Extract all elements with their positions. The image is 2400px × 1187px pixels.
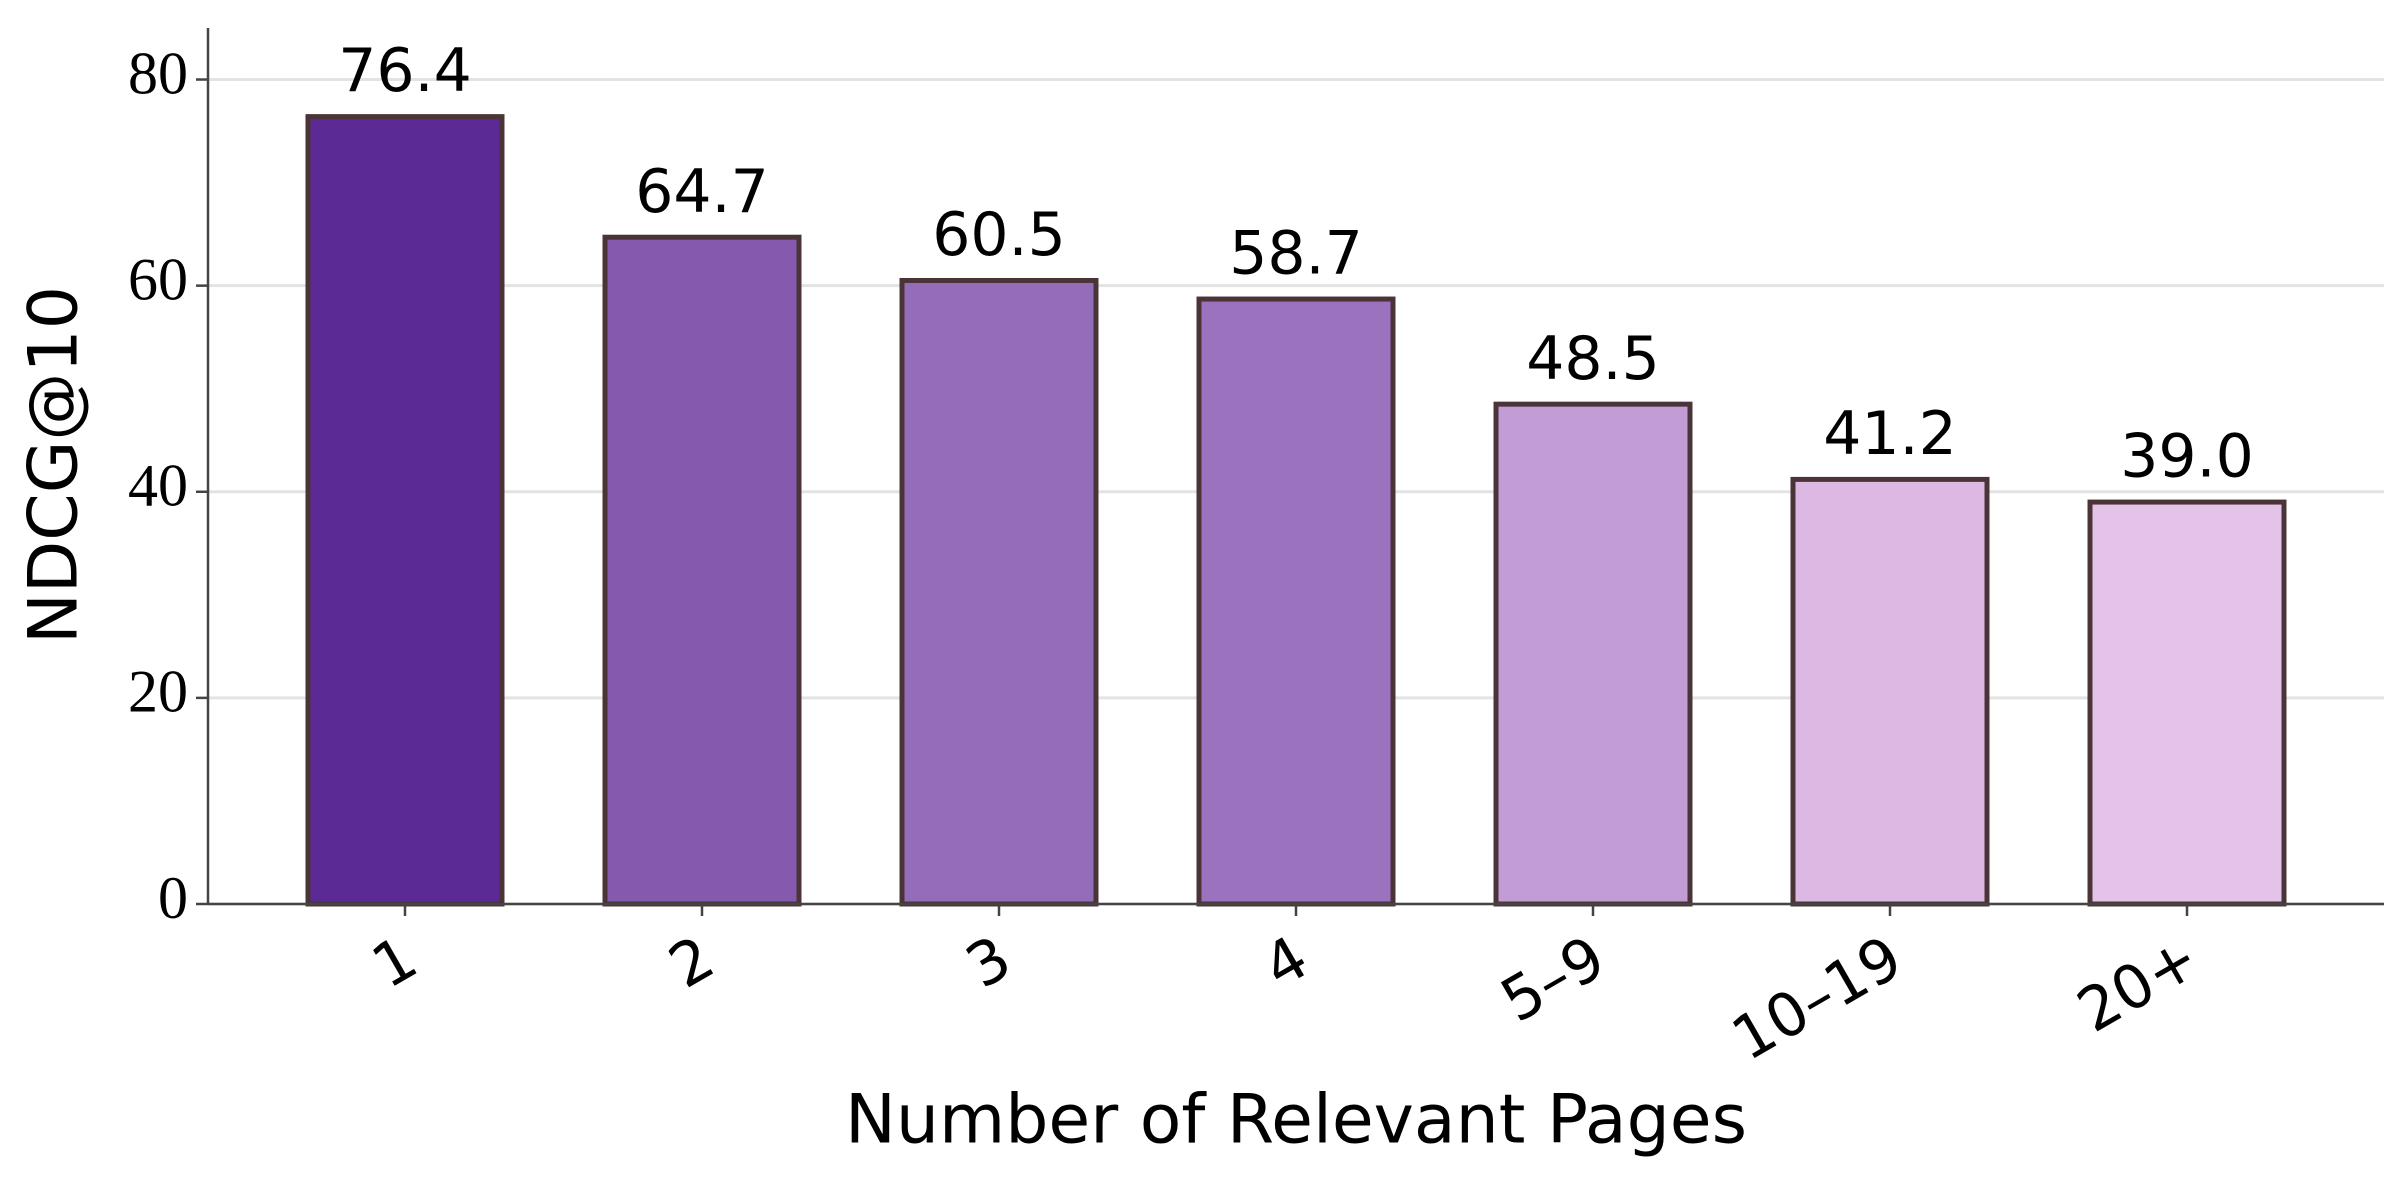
x-tick-label: 5–9 bbox=[1490, 923, 1617, 1037]
bar bbox=[1493, 401, 1693, 907]
value-label: 41.2 bbox=[1823, 399, 1957, 469]
value-label: 48.5 bbox=[1526, 324, 1660, 394]
x-tick-label: 3 bbox=[955, 923, 1023, 1003]
x-tick-label: 20+ bbox=[2066, 923, 2211, 1047]
x-tick-label: 10–19 bbox=[1721, 923, 1914, 1075]
y-tick-label: 60 bbox=[128, 246, 188, 312]
y-tick-label: 80 bbox=[128, 40, 188, 106]
y-axis-label: NDCG@10 bbox=[15, 286, 94, 644]
x-tick-label: 4 bbox=[1252, 923, 1320, 1003]
bar bbox=[899, 277, 1099, 907]
value-label: 58.7 bbox=[1229, 219, 1363, 289]
value-label: 39.0 bbox=[2120, 422, 2254, 492]
bar bbox=[1790, 476, 1990, 907]
value-label: 76.4 bbox=[338, 36, 472, 106]
y-tick-label: 0 bbox=[158, 865, 188, 931]
value-label: 64.7 bbox=[635, 157, 769, 227]
value-label: 60.5 bbox=[932, 200, 1066, 270]
y-tick-label: 40 bbox=[128, 453, 188, 519]
y-tick-label: 20 bbox=[128, 659, 188, 725]
x-tick-label: 2 bbox=[658, 923, 726, 1003]
bar bbox=[1196, 296, 1396, 907]
bar bbox=[602, 234, 802, 907]
x-axis-label: Number of Relevant Pages bbox=[845, 1081, 1747, 1160]
x-tick-label: 1 bbox=[361, 923, 429, 1003]
bar bbox=[305, 114, 505, 907]
bar bbox=[2087, 499, 2287, 907]
